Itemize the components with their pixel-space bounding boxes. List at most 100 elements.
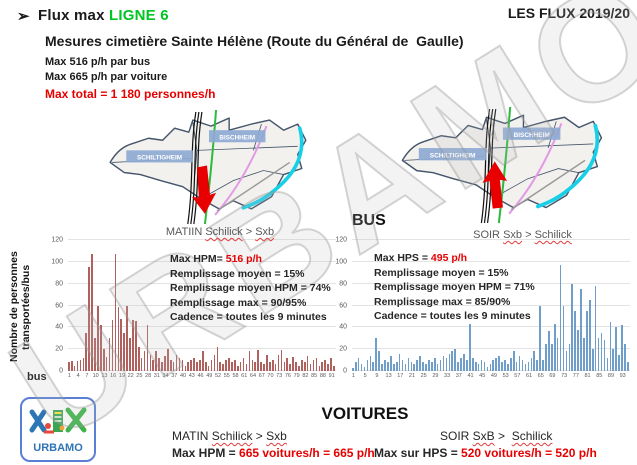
bar [111, 319, 114, 371]
bar [471, 357, 474, 371]
bar [236, 365, 239, 371]
bar [589, 300, 591, 371]
bar [489, 364, 492, 371]
bar [149, 354, 152, 371]
bar [436, 364, 439, 371]
x-tick: 70 [267, 373, 274, 379]
gridline [352, 304, 630, 306]
bar [271, 360, 274, 371]
bar [292, 356, 294, 371]
bar [315, 357, 318, 371]
bar [129, 338, 131, 371]
bar [219, 362, 222, 371]
bar [425, 364, 427, 371]
gridline [68, 348, 336, 350]
line-gray [510, 159, 586, 211]
bar [559, 265, 562, 371]
bar [480, 360, 483, 371]
line-gray [216, 161, 291, 212]
bar [474, 362, 477, 371]
bar [274, 364, 277, 371]
bar [196, 362, 198, 371]
voitures-heading: VOITURES [321, 404, 409, 423]
label-box-schiltigheim [126, 150, 193, 163]
bar [91, 254, 93, 371]
gridline [352, 326, 630, 328]
x-tick: 52 [214, 373, 222, 379]
x-tick: 13 [385, 373, 392, 379]
bar [454, 349, 457, 371]
bar [234, 360, 236, 371]
bar [354, 362, 357, 371]
annotation-line: Remplissage moyen HPM = 71% [374, 281, 535, 293]
y-tick: 0 [343, 367, 347, 375]
bar [571, 283, 574, 371]
gridline [352, 282, 630, 284]
bar [309, 364, 312, 371]
y-tick: 100 [335, 258, 347, 266]
bar [94, 338, 96, 371]
x-tick: 85 [311, 373, 318, 379]
x-tick: 37 [455, 373, 462, 379]
bar [463, 353, 465, 371]
bar [306, 355, 309, 371]
bar [298, 365, 300, 371]
x-tick: 53 [502, 373, 509, 379]
bar [445, 357, 448, 371]
bar [553, 324, 556, 371]
x-tick: 19 [118, 373, 125, 379]
x-tick: 73 [561, 373, 568, 379]
bar [202, 351, 204, 371]
bar [515, 362, 518, 371]
x-tick: 57 [514, 373, 521, 379]
x-tick: 17 [397, 373, 404, 379]
bar [222, 364, 224, 371]
x-tick: 89 [607, 373, 615, 379]
line-cyan [535, 123, 600, 209]
x-tick: 43 [188, 373, 195, 379]
bar [615, 327, 617, 371]
x-tick: 64 [249, 373, 257, 379]
bar [442, 355, 445, 371]
x-tick: 28 [145, 373, 152, 379]
bar [542, 360, 544, 371]
bar [407, 357, 410, 371]
bar [591, 349, 594, 371]
y-tick: 0 [59, 367, 63, 375]
bar [295, 362, 297, 371]
bus-line-green [203, 109, 218, 225]
bar [254, 362, 257, 371]
bar [577, 329, 579, 371]
bar [390, 355, 392, 371]
bar [199, 360, 201, 371]
bar [404, 364, 407, 371]
x-tick: 93 [619, 373, 626, 379]
bar [126, 305, 128, 371]
bar [384, 360, 386, 371]
bar [245, 364, 248, 371]
x-tick: 55 [223, 373, 230, 379]
bar [68, 362, 70, 371]
x-tick: 88 [319, 373, 326, 379]
gridline [68, 282, 336, 284]
bar [327, 364, 329, 371]
bar [580, 289, 582, 371]
bar [277, 354, 280, 371]
bar [263, 364, 265, 371]
voitures-matin-title: MATIN Schilick > Sxb [172, 429, 287, 443]
annotation-line: Remplissage moyen = 15% [374, 266, 509, 279]
map-morning-svg: SCHILTIGHEIM BISCHHEIM [109, 109, 307, 225]
bar [501, 362, 503, 371]
bar [507, 364, 509, 371]
label-bischheim: BISCHHEIM [219, 134, 255, 141]
bar [193, 357, 195, 371]
y-tick: 80 [55, 280, 63, 288]
bar [366, 360, 369, 371]
bar [228, 357, 230, 371]
bar [210, 360, 213, 371]
gridline [352, 348, 630, 350]
title-flux-max: Flux max [38, 7, 109, 24]
bar [612, 349, 615, 371]
x-tick: 82 [302, 373, 309, 379]
bar [477, 364, 480, 371]
